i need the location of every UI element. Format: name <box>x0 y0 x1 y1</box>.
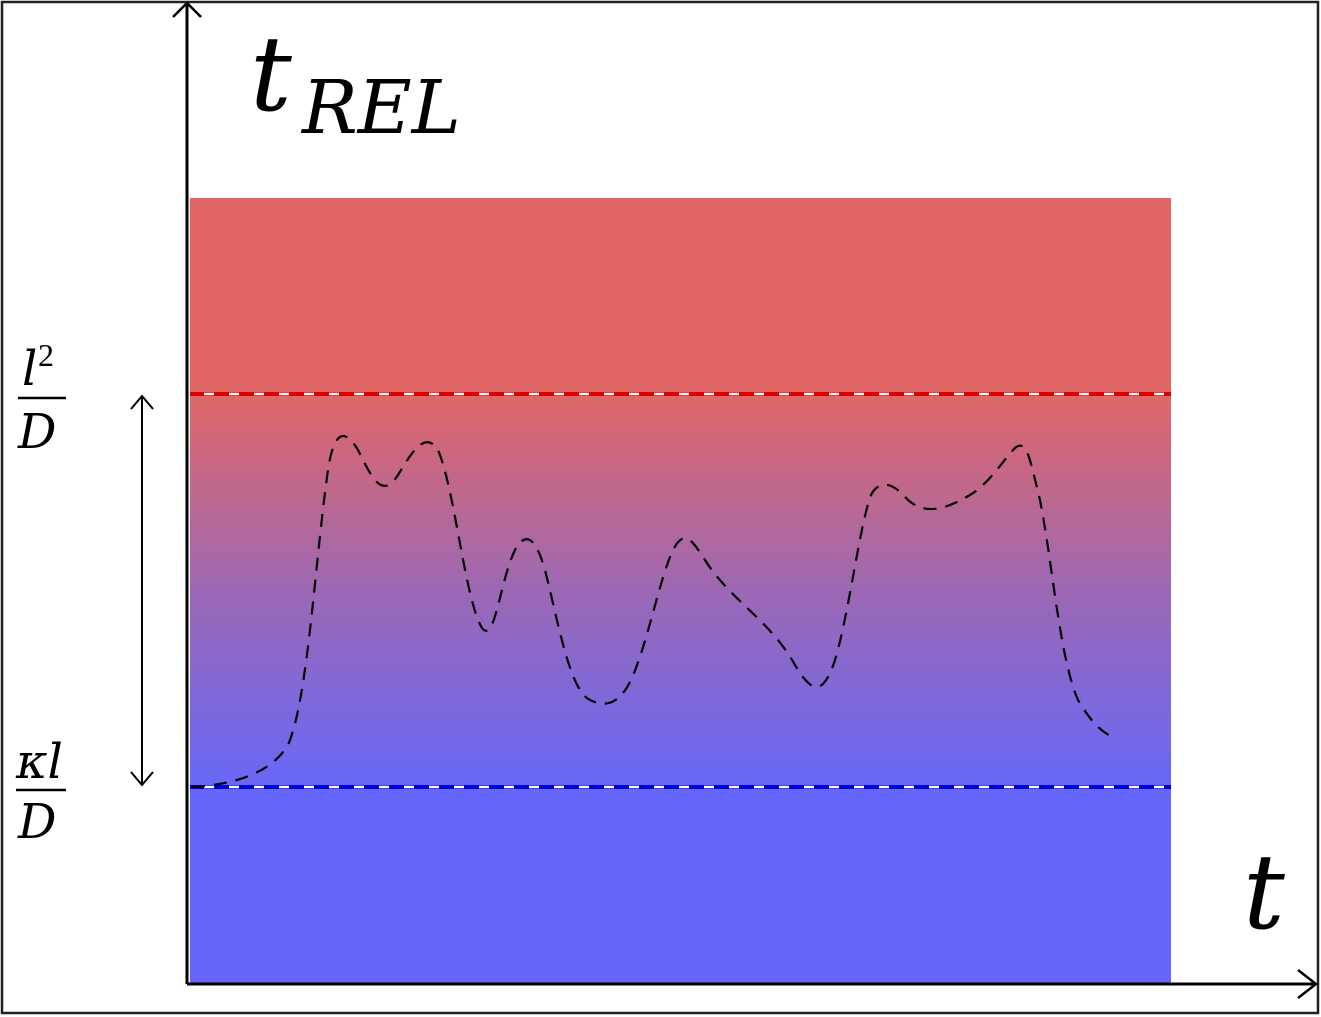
x-axis-label: t <box>1243 831 1285 953</box>
relaxation-time-curve <box>191 435 1116 789</box>
upper-label-numerator: l <box>22 341 37 397</box>
x-axis <box>187 969 1319 999</box>
upper-label-denominator: D <box>17 404 56 460</box>
lower-region <box>190 788 1171 983</box>
y-axis <box>172 1 202 984</box>
x-axis-arrowhead <box>1297 969 1319 999</box>
transition-region <box>190 395 1171 788</box>
range-double-arrow <box>130 394 154 787</box>
y-axis-label-subscript: REL <box>300 65 461 151</box>
upper-level-label: l 2 D <box>17 337 66 460</box>
y-axis-label-main: t <box>250 13 292 135</box>
upper-region <box>190 198 1171 395</box>
y-axis-arrowhead <box>172 1 202 18</box>
lower-label-numerator: κl <box>15 734 63 790</box>
lower-level-label: κl D <box>15 734 66 850</box>
lower-label-denominator: D <box>17 794 56 850</box>
upper-label-exponent: 2 <box>38 337 54 373</box>
